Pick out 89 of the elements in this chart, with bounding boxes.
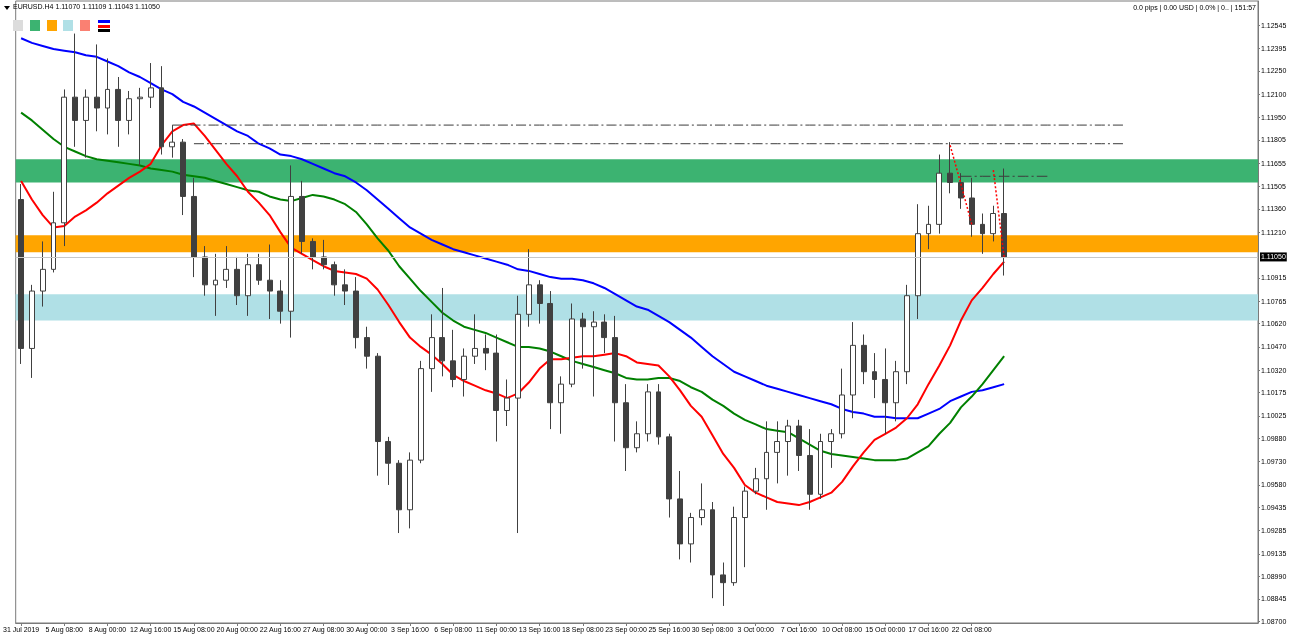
candlestick [493, 333, 499, 443]
candlestick [310, 237, 316, 270]
candlestick [926, 205, 931, 250]
candlestick [223, 245, 229, 289]
candlestick [591, 310, 597, 398]
candlestick [850, 321, 856, 419]
candlestick [807, 428, 813, 511]
candlestick [515, 295, 521, 534]
candlestick [450, 329, 456, 388]
candlestick [764, 420, 769, 511]
candlestick [731, 506, 737, 587]
candlestick [558, 375, 564, 435]
candlestick [601, 313, 607, 354]
candlestick [623, 383, 629, 472]
candlestick [180, 138, 186, 216]
candlestick [202, 245, 208, 297]
candlestick [547, 290, 553, 430]
candlestick [396, 459, 402, 534]
candlestick [461, 347, 467, 398]
candlestick [580, 312, 586, 370]
candlestick [818, 433, 823, 500]
candlestick [677, 470, 683, 560]
candlestick [83, 88, 89, 159]
candlestick [40, 240, 46, 308]
candlestick [213, 253, 218, 317]
candlestick [472, 313, 478, 365]
candlestick [656, 383, 661, 446]
candlestick [526, 248, 532, 328]
candlestick [277, 279, 283, 325]
candlestick [483, 333, 489, 371]
candlestick [915, 203, 921, 320]
candlestick [299, 180, 305, 255]
candlestick [288, 164, 294, 339]
candlestick [72, 33, 78, 148]
candlestick [839, 368, 845, 439]
candlestick [720, 562, 726, 607]
candlestick [936, 154, 942, 235]
candlestick [688, 512, 694, 564]
candlestick [742, 486, 748, 568]
candlestick [321, 239, 327, 270]
candlestick [94, 43, 100, 132]
candlestick [159, 65, 164, 156]
candlestick [699, 482, 705, 526]
candlestick [191, 177, 197, 278]
candlestick [861, 333, 867, 385]
candlestick [537, 279, 543, 325]
candlestick [364, 326, 370, 370]
candlestick [61, 88, 67, 247]
candlestick [256, 253, 262, 286]
candlestick [645, 383, 651, 443]
candlestick [137, 87, 143, 166]
candlestick [828, 428, 834, 469]
candlestick [893, 360, 899, 422]
candlestick [429, 313, 435, 393]
candlestick [904, 284, 910, 385]
candlestick [504, 378, 510, 427]
candlestick [267, 244, 273, 320]
candlestick [353, 276, 359, 349]
candlestick [612, 315, 618, 443]
candlestick [245, 253, 251, 317]
candlestick [980, 213, 985, 255]
candlestick [969, 177, 975, 238]
line-series [20, 37, 1006, 420]
candlestick [753, 467, 759, 495]
candlestick [331, 261, 337, 297]
candlestick [634, 420, 640, 453]
candlestick [666, 433, 672, 519]
candlestick [115, 76, 121, 148]
candlestick [418, 360, 424, 464]
candlestick [342, 268, 348, 306]
candlestick [569, 302, 575, 388]
candlestick [796, 419, 802, 472]
candlestick [29, 284, 35, 379]
candlestick [375, 352, 381, 477]
candlestick [385, 436, 391, 486]
candlestick [882, 347, 888, 435]
candlestick [18, 183, 24, 365]
candlestick [407, 451, 413, 529]
candlestick [872, 352, 877, 399]
candlestick [785, 419, 791, 477]
candlestick [439, 287, 445, 377]
candlestick [710, 501, 715, 599]
candlestick [148, 62, 154, 109]
candlestick [774, 420, 780, 484]
candlestick [234, 256, 240, 306]
candlestick [126, 90, 132, 135]
candlestick [990, 205, 996, 242]
candlestick [51, 191, 56, 273]
candlestick [105, 57, 110, 135]
